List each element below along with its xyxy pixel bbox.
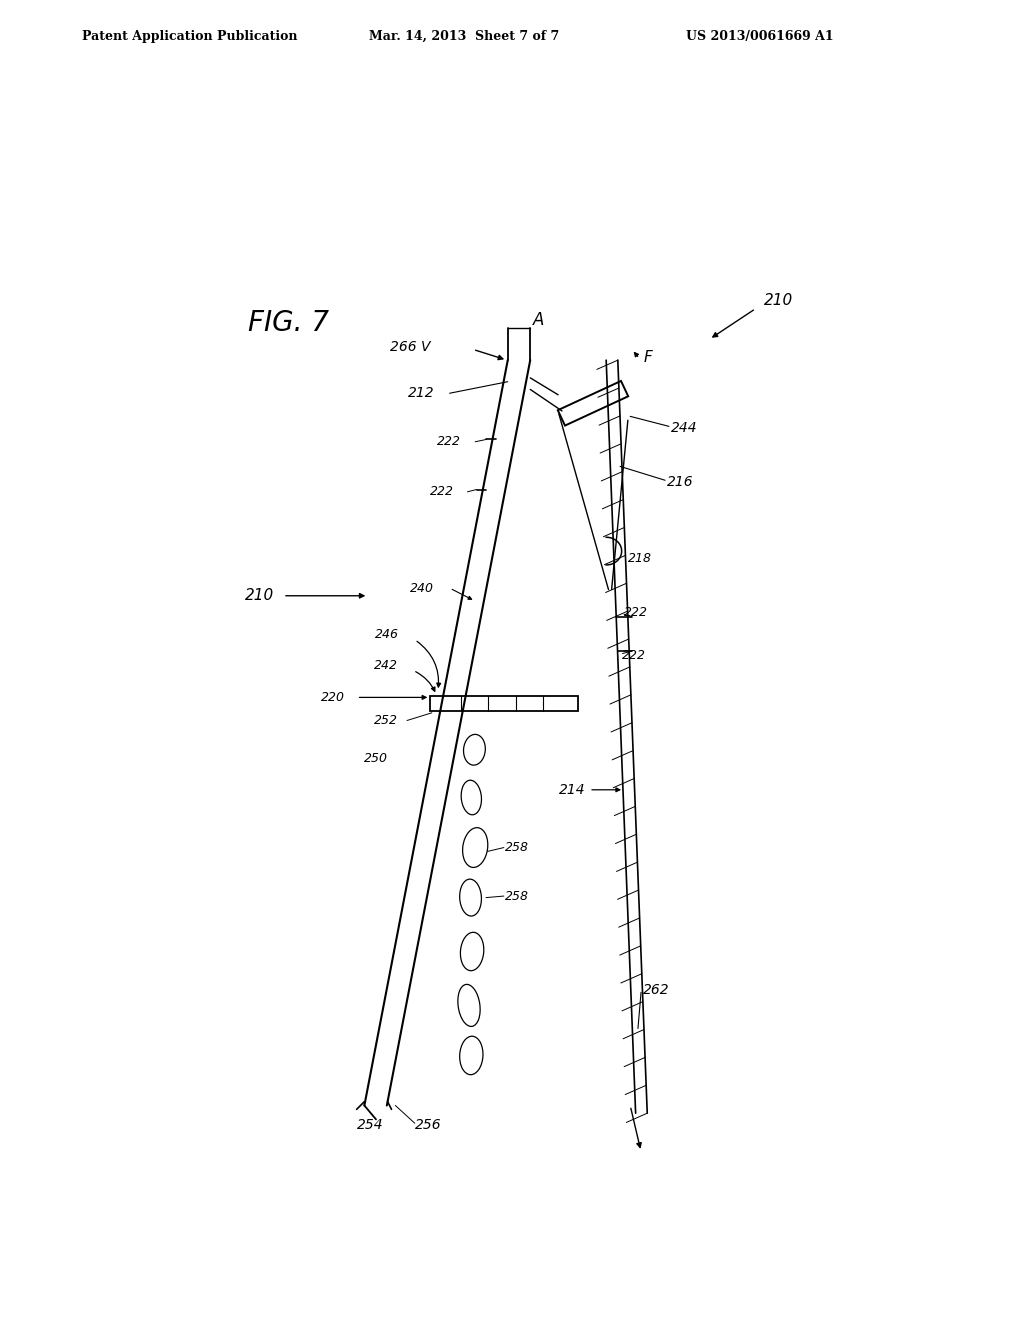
Text: US 2013/0061669 A1: US 2013/0061669 A1	[686, 29, 834, 42]
Text: 250: 250	[364, 752, 388, 766]
Text: 220: 220	[321, 690, 345, 704]
Text: Patent Application Publication: Patent Application Publication	[82, 29, 297, 42]
Text: 258: 258	[506, 890, 529, 903]
Text: 262: 262	[643, 983, 670, 997]
Text: 240: 240	[411, 582, 434, 594]
Text: 258: 258	[506, 841, 529, 854]
Text: Mar. 14, 2013  Sheet 7 of 7: Mar. 14, 2013 Sheet 7 of 7	[369, 29, 559, 42]
Text: 222: 222	[624, 606, 648, 619]
Text: 216: 216	[667, 475, 693, 488]
Text: 210: 210	[245, 589, 273, 603]
Text: F: F	[643, 350, 652, 364]
Text: FIG. 7: FIG. 7	[248, 309, 329, 337]
Text: 266 V: 266 V	[390, 341, 430, 354]
Text: 214: 214	[559, 783, 586, 797]
Text: 256: 256	[415, 1118, 441, 1131]
Text: 222: 222	[623, 648, 646, 661]
Text: 242: 242	[374, 659, 397, 672]
Text: 246: 246	[375, 628, 399, 640]
Text: 244: 244	[671, 421, 697, 434]
Text: A: A	[532, 312, 544, 329]
Text: 218: 218	[628, 552, 652, 565]
Text: 222: 222	[429, 486, 454, 499]
Text: 210: 210	[764, 293, 793, 309]
Text: 222: 222	[437, 436, 461, 449]
Text: 252: 252	[374, 714, 397, 727]
Text: 254: 254	[356, 1118, 383, 1131]
Text: 212: 212	[408, 387, 434, 400]
